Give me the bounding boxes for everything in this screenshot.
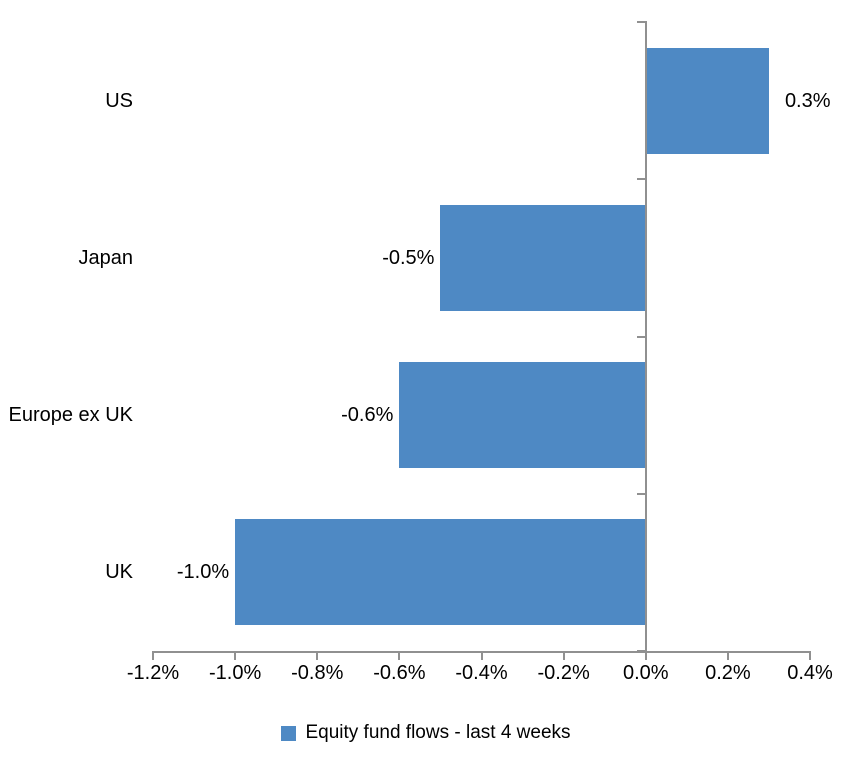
bar-data-label: -0.6%: [341, 404, 394, 427]
x-axis-tick: [234, 653, 237, 660]
x-axis-tick: [398, 653, 401, 660]
x-axis-tick: [316, 653, 319, 660]
x-axis-tick: [480, 653, 483, 660]
y-axis-tick: [636, 178, 645, 181]
x-tick-label: -0.4%: [455, 662, 508, 684]
x-tick-label: -0.8%: [291, 662, 344, 684]
bar: [399, 362, 646, 469]
y-axis-tick: [636, 21, 645, 23]
x-tick-label: -1.2%: [126, 662, 180, 684]
category-label: Japan: [78, 246, 134, 269]
x-tick-label: 0.2%: [705, 662, 751, 684]
bar: [235, 519, 646, 626]
bar-data-label: 0.3%: [784, 89, 831, 112]
x-tick-label: -1.0%: [209, 662, 262, 684]
x-axis-line: [152, 651, 811, 653]
y-axis-tick: [636, 492, 645, 495]
x-tick-label: -0.6%: [373, 662, 426, 684]
x-tick-label: 0.4%: [787, 662, 833, 684]
x-tick-label: 0.0%: [622, 662, 669, 684]
legend-series-label: Equity fund flows - last 4 weeks: [305, 722, 571, 743]
legend-color-swatch-icon: [281, 725, 297, 741]
x-axis-tick: [809, 653, 811, 660]
x-axis-tick: [152, 653, 154, 660]
bar-data-label: -0.5%: [382, 246, 435, 269]
category-label: Europe ex UK: [8, 404, 133, 427]
y-axis-line: [644, 21, 647, 659]
category-label: US: [105, 89, 133, 112]
category-label: UK: [105, 561, 133, 584]
x-axis-tick: [644, 653, 647, 660]
bar-data-label: -1.0%: [176, 561, 230, 584]
legend: Equity fund flows - last 4 weeks: [0, 719, 852, 747]
bar: [645, 47, 769, 154]
bar: [440, 204, 646, 311]
x-axis-tick: [562, 653, 565, 660]
x-axis-tick: [726, 653, 729, 660]
y-axis-tick: [636, 335, 645, 338]
x-tick-label: -0.2%: [537, 662, 590, 684]
